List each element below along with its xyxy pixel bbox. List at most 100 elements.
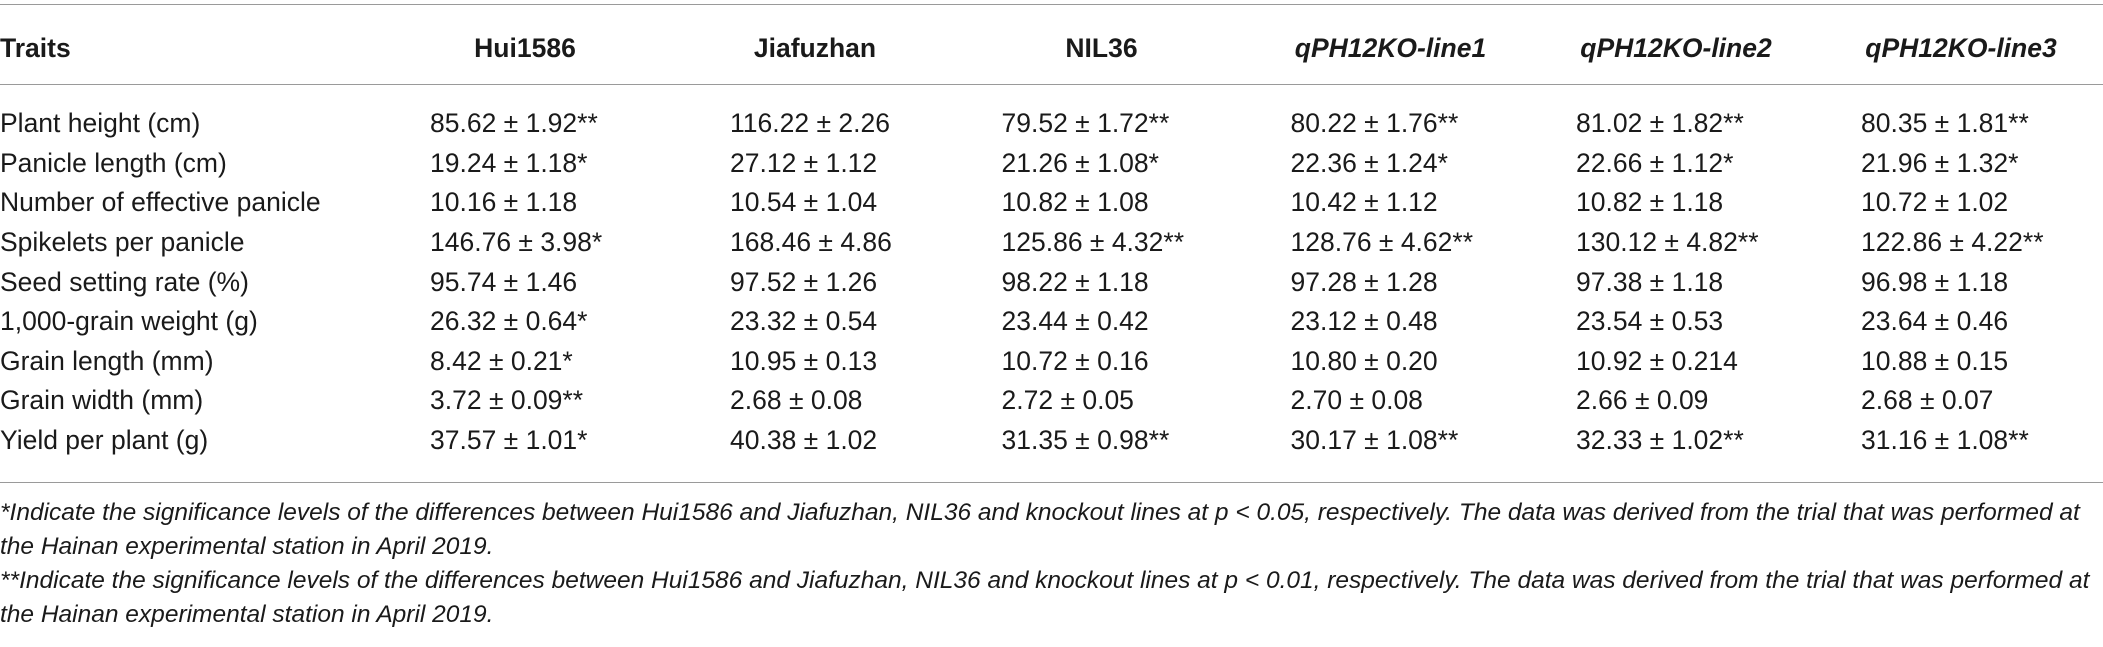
cell-value: 2.72 ± 0.05 [1001,385,1134,416]
cell-seed-setting-rate-ko-line1: 97.28 ± 1.28 [1248,262,1533,302]
cell-value: 23.54 ± 0.53 [1576,306,1724,337]
cell-value: 23.44 ± 0.42 [1001,306,1149,337]
table-row: Panicle length (cm) 19.24 ± 1.18* 27.12 ± … [0,144,2103,184]
cell-spikelets-per-panicle-jiafuzhan: 168.46 ± 4.86 [675,223,955,263]
cell-value: 31.16 ± 1.08** [1861,425,2029,456]
header-jiafuzhan: Jiafuzhan [753,32,877,63]
header-row: Traits Hui1586 Jiafuzhan NIL36 qPH12KO-l… [0,12,2103,84]
header-ko-line1: qPH12KO-line1 [1294,32,1487,63]
footnote-double-asterisk: **Indicate the significance levels of th… [0,567,2090,628]
table-row: Yield per plant (g) 37.57 ± 1.01* 40.38 ± … [0,421,2103,461]
trait-label-plant-height: Plant height (cm) [0,108,201,139]
cell-value: 10.80 ± 0.20 [1290,345,1438,376]
cell-value: 30.17 ± 1.08** [1290,425,1459,456]
cell-plant-height-hui1586: 85.62 ± 1.92** [375,104,675,144]
cell-value: 130.12 ± 4.82** [1576,227,1759,258]
cell-grain-weight-jiafuzhan: 23.32 ± 0.54 [675,302,955,342]
cell-yield-per-plant-ko-line3: 31.16 ± 1.08** [1819,421,2103,461]
cell-panicle-length-ko-line1: 22.36 ± 1.24* [1248,144,1533,184]
cell-plant-height-ko-line2: 81.02 ± 1.82** [1533,104,1819,144]
cell-seed-setting-rate-ko-line3: 96.98 ± 1.18 [1819,262,2103,302]
cell-spikelets-per-panicle-nil36: 125.86 ± 4.32** [955,223,1248,263]
table-row: Spikelets per panicle 146.76 ± 3.98* 168.4… [0,223,2103,263]
cell-value: 146.76 ± 3.98* [430,227,603,258]
cell-value: 97.52 ± 1.26 [730,266,878,297]
cell-value: 80.22 ± 1.76** [1290,108,1459,139]
cell-value: 95.74 ± 1.46 [430,266,578,297]
cell-value: 10.82 ± 1.18 [1576,187,1724,218]
cell-value: 10.95 ± 0.13 [730,345,878,376]
cell-plant-height-jiafuzhan: 116.22 ± 2.26 [675,104,955,144]
table-footnotes: *Indicate the significance levels of the… [0,496,2095,632]
cell-seed-setting-rate-ko-line2: 97.38 ± 1.18 [1533,262,1819,302]
trait-label-yield-per-plant: Yield per plant (g) [0,425,209,456]
cell-grain-length-jiafuzhan: 10.95 ± 0.13 [675,342,955,382]
cell-value: 21.26 ± 1.08* [1001,147,1159,178]
cell-grain-width-ko-line2: 2.66 ± 0.09 [1533,381,1819,421]
cell-grain-weight-ko-line3: 23.64 ± 0.46 [1819,302,2103,342]
cell-value: 10.72 ± 1.02 [1861,187,2009,218]
cell-value: 128.76 ± 4.62** [1290,227,1474,258]
cell-yield-per-plant-jiafuzhan: 40.38 ± 1.02 [675,421,955,461]
cell-grain-length-ko-line2: 10.92 ± 0.214 [1533,342,1819,382]
cell-grain-length-nil36: 10.72 ± 0.16 [955,342,1248,382]
cell-spikelets-per-panicle-ko-line1: 128.76 ± 4.62** [1248,223,1533,263]
cell-spikelets-per-panicle-hui1586: 146.76 ± 3.98* [375,223,675,263]
traits-table: Traits Hui1586 Jiafuzhan NIL36 qPH12KO-l… [0,12,2103,460]
cell-effective-panicle-hui1586: 10.16 ± 1.18 [375,183,675,223]
cell-value: 22.66 ± 1.12* [1576,147,1734,178]
cell-panicle-length-nil36: 21.26 ± 1.08* [955,144,1248,184]
cell-value: 10.16 ± 1.18 [430,187,578,218]
cell-value: 10.92 ± 0.214 [1576,345,1738,376]
cell-value: 2.66 ± 0.09 [1576,385,1709,416]
cell-effective-panicle-ko-line1: 10.42 ± 1.12 [1248,183,1533,223]
cell-yield-per-plant-hui1586: 37.57 ± 1.01* [375,421,675,461]
spacer-row [0,84,2103,104]
table-row: Number of effective panicle 10.16 ± 1.18 1… [0,183,2103,223]
cell-panicle-length-ko-line2: 22.66 ± 1.12* [1533,144,1819,184]
cell-grain-length-ko-line3: 10.88 ± 0.15 [1819,342,2103,382]
cell-grain-width-jiafuzhan: 2.68 ± 0.08 [675,381,955,421]
cell-grain-width-nil36: 2.72 ± 0.05 [955,381,1248,421]
cell-grain-length-ko-line1: 10.80 ± 0.20 [1248,342,1533,382]
cell-grain-width-ko-line1: 2.70 ± 0.08 [1248,381,1533,421]
cell-value: 97.38 ± 1.18 [1576,266,1724,297]
cell-spikelets-per-panicle-ko-line2: 130.12 ± 4.82** [1533,223,1819,263]
cell-value: 79.52 ± 1.72** [1001,108,1170,139]
cell-value: 23.64 ± 0.46 [1861,306,2009,337]
cell-seed-setting-rate-hui1586: 95.74 ± 1.46 [375,262,675,302]
cell-seed-setting-rate-jiafuzhan: 97.52 ± 1.26 [675,262,955,302]
cell-effective-panicle-ko-line2: 10.82 ± 1.18 [1533,183,1819,223]
cell-value: 116.22 ± 2.26 [730,108,890,139]
cell-value: 81.02 ± 1.82** [1576,108,1744,139]
cell-effective-panicle-nil36: 10.82 ± 1.08 [955,183,1248,223]
trait-label-grain-width: Grain width (mm) [0,385,204,416]
cell-value: 31.35 ± 0.98** [1001,425,1170,456]
cell-grain-weight-ko-line1: 23.12 ± 0.48 [1248,302,1533,342]
cell-value: 40.38 ± 1.02 [730,425,878,456]
header-traits: Traits [0,32,71,63]
cell-plant-height-ko-line3: 80.35 ± 1.81** [1819,104,2103,144]
cell-panicle-length-ko-line3: 21.96 ± 1.32* [1819,144,2103,184]
cell-value: 23.12 ± 0.48 [1290,306,1438,337]
cell-yield-per-plant-ko-line1: 30.17 ± 1.08** [1248,421,1533,461]
table-row: 1,000-grain weight (g) 26.32 ± 0.64* 23.32… [0,302,2103,342]
header-ko-line2: qPH12KO-line2 [1580,32,1772,63]
cell-yield-per-plant-ko-line2: 32.33 ± 1.02** [1533,421,1819,461]
cell-spikelets-per-panicle-ko-line3: 122.86 ± 4.22** [1819,223,2103,263]
cell-value: 98.22 ± 1.18 [1001,266,1149,297]
cell-value: 80.35 ± 1.81** [1861,108,2029,139]
trait-label-panicle-length: Panicle length (cm) [0,147,227,178]
cell-value: 23.32 ± 0.54 [730,306,878,337]
trait-label-grain-weight: 1,000-grain weight (g) [0,306,258,337]
trait-label-effective-panicle: Number of effective panicle [0,187,321,218]
cell-value: 8.42 ± 0.21* [430,345,573,376]
cell-value: 27.12 ± 1.12 [730,147,878,178]
cell-value: 26.32 ± 0.64* [430,306,588,337]
cell-value: 10.82 ± 1.08 [1001,187,1149,218]
cell-value: 3.72 ± 0.09** [430,385,584,416]
cell-grain-weight-nil36: 23.44 ± 0.42 [955,302,1248,342]
cell-value: 10.54 ± 1.04 [730,187,878,218]
cell-plant-height-ko-line1: 80.22 ± 1.76** [1248,104,1533,144]
